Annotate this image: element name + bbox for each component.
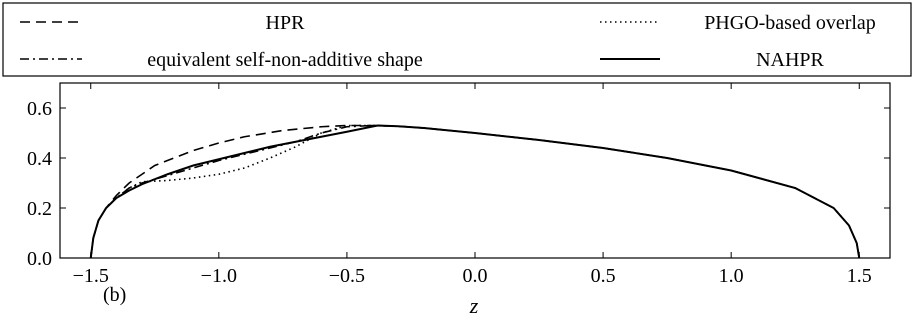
x-axis: −1.5 −1.0 −0.5 0.0 0.5 1.0 1.5: [73, 83, 872, 287]
y-tick-label: 0.2: [27, 198, 52, 220]
series-line-nahpr: [89, 124, 861, 259]
y-tick-label: 0.0: [27, 248, 52, 270]
x-tick-label: 0.5: [591, 265, 616, 287]
y-tick-label: 0.6: [27, 98, 52, 120]
legend-label-phgo-overlap: PHGO-based overlap: [704, 12, 876, 34]
x-tick-label: −1.5: [73, 265, 109, 287]
x-tick-label: 1.0: [719, 265, 744, 287]
legend-label-hpr: HPR: [266, 12, 306, 34]
legend-label-nahpr: NAHPR: [756, 49, 824, 71]
legend-frame: [2, 2, 912, 77]
x-tick-label: 1.5: [847, 265, 872, 287]
x-tick-label: −1.0: [201, 265, 237, 287]
series-line-equivalent-self-non-additive-shape: [89, 124, 861, 259]
y-axis: 0.0 0.2 0.4 0.6: [27, 98, 890, 270]
legend-label-self-non-additive: equivalent self-non-additive shape: [147, 49, 423, 71]
series-line-phgo-based-overlap: [89, 124, 861, 259]
series-layer: [89, 124, 861, 259]
x-tick-label: −0.5: [329, 265, 365, 287]
y-tick-label: 0.4: [27, 148, 52, 170]
x-axis-label: z: [469, 293, 479, 318]
legend: HPR PHGO-based overlap equivalent self-n…: [2, 2, 912, 77]
series-line-hpr: [89, 124, 861, 259]
panel-label: (b): [103, 284, 126, 306]
x-tick-label: 0.0: [463, 265, 488, 287]
